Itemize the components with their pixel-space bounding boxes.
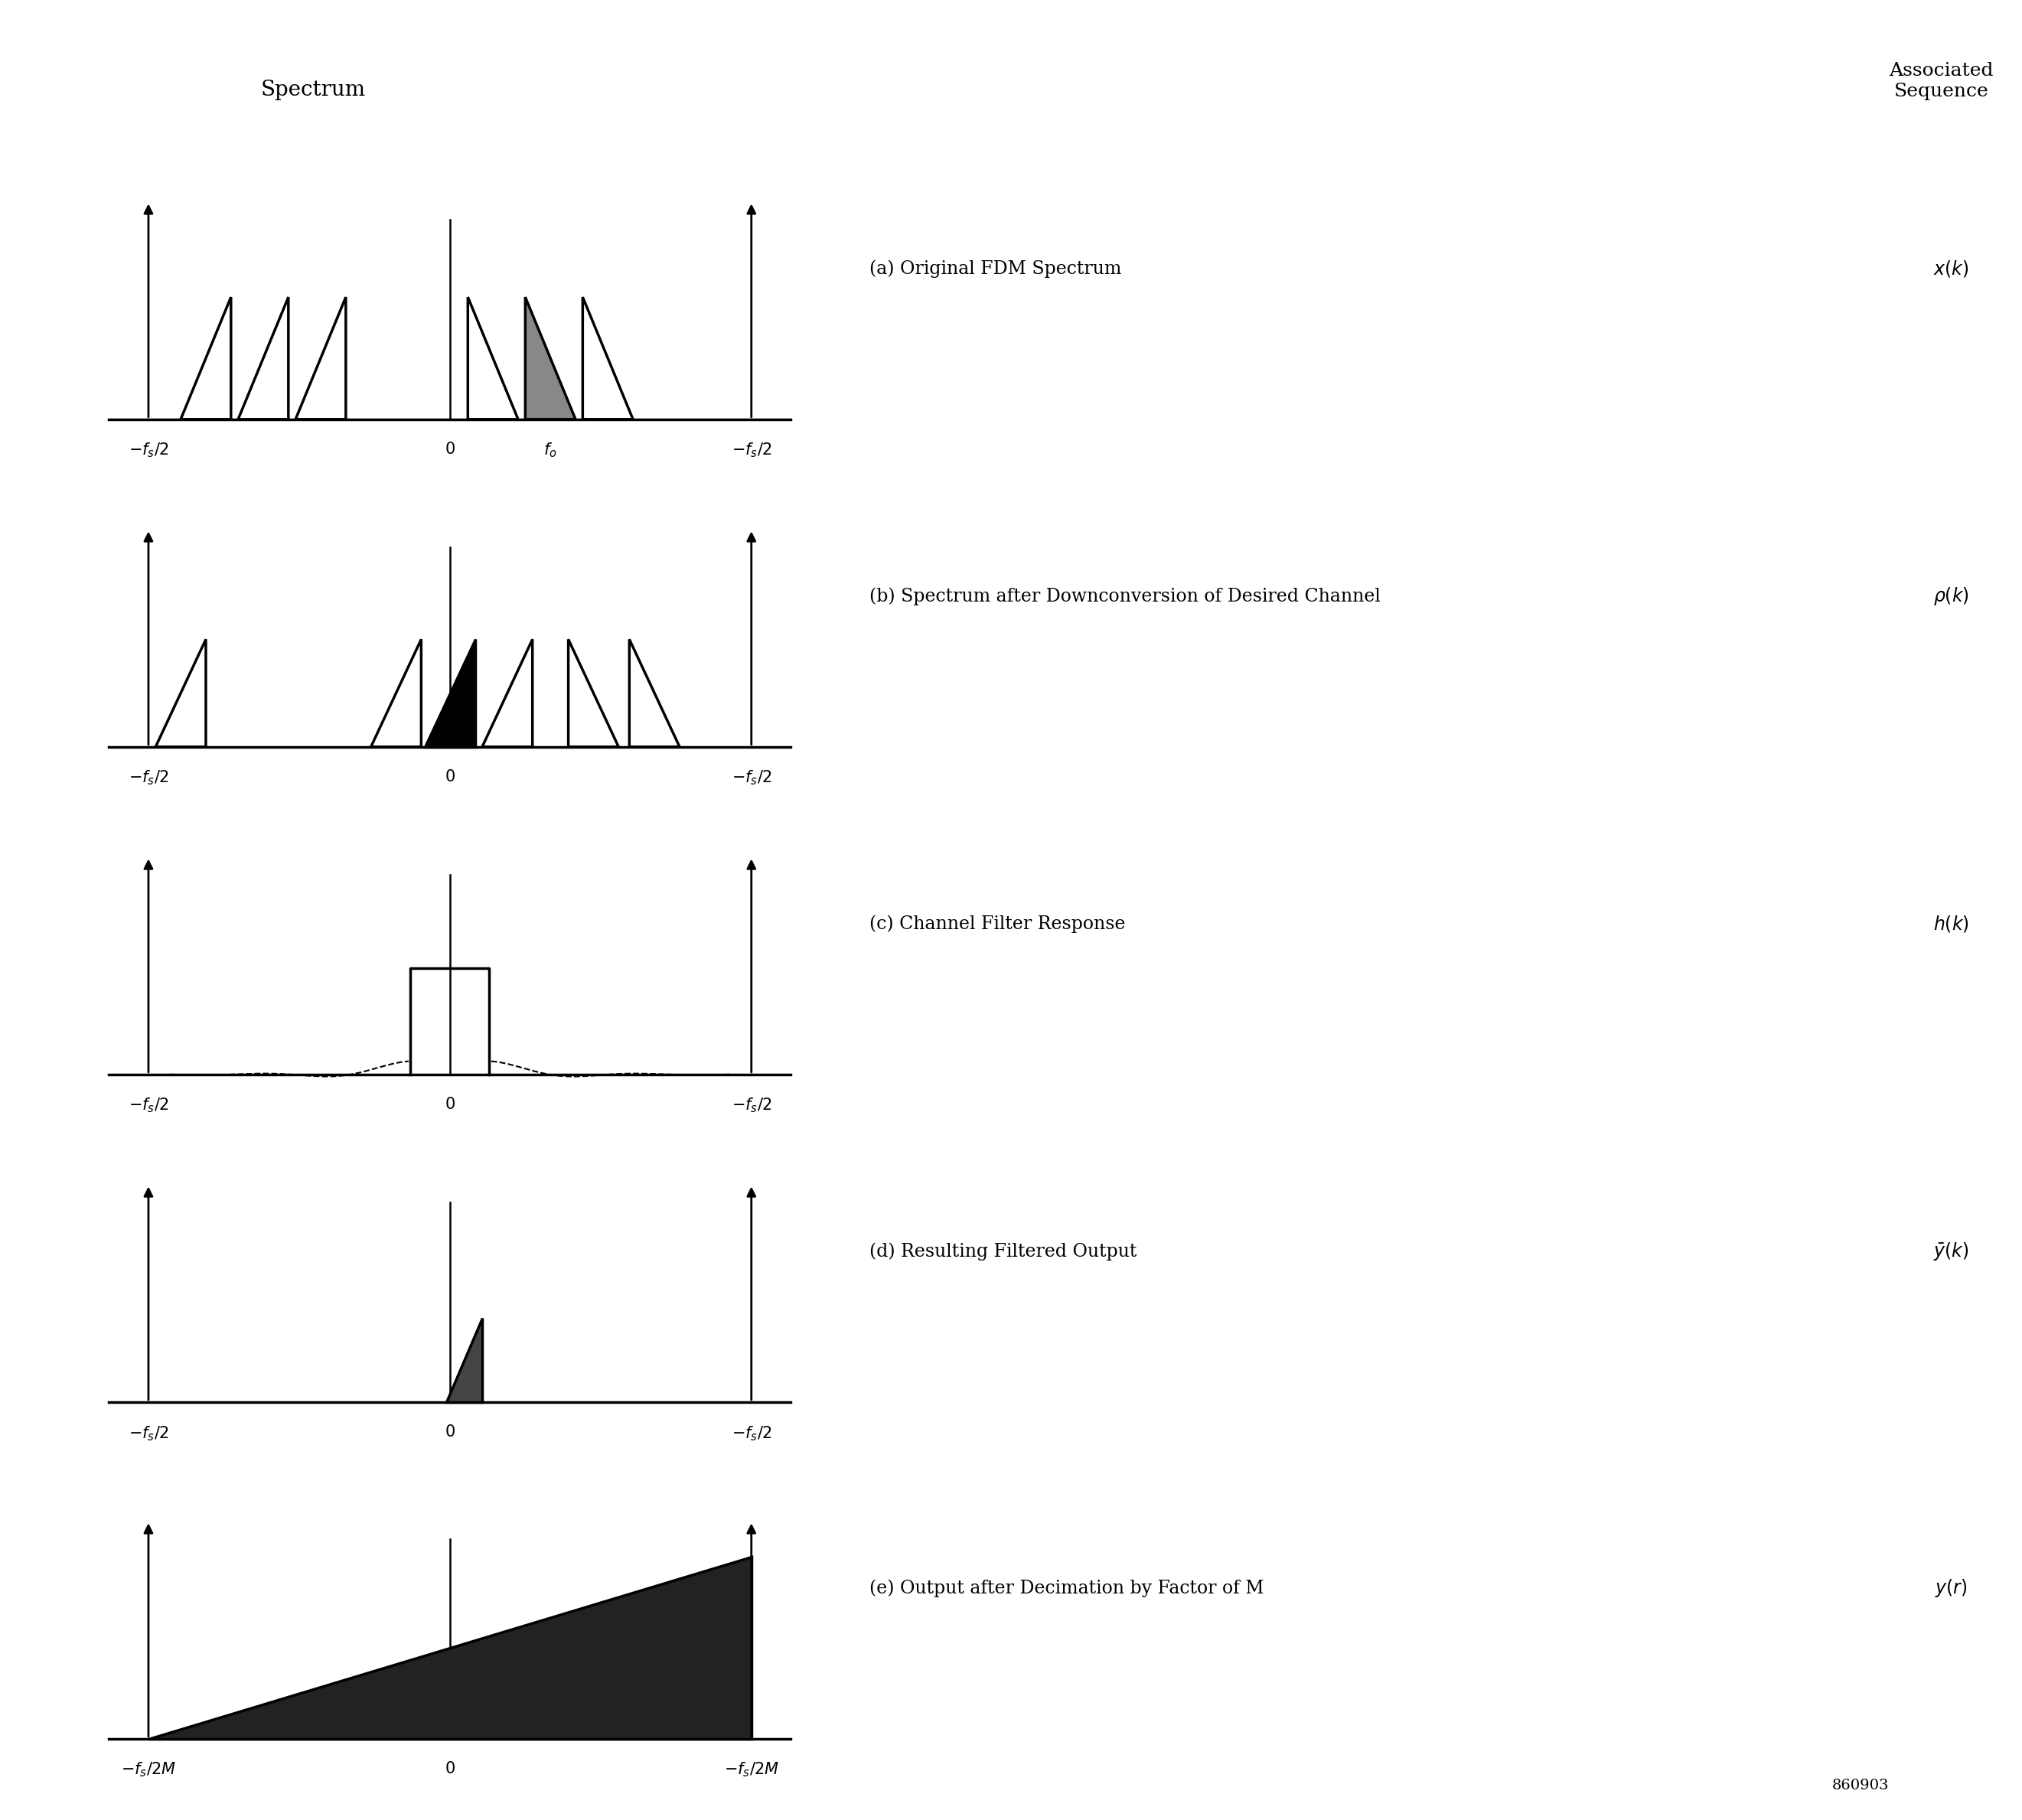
Text: $-f_s/2$: $-f_s/2$ xyxy=(127,1097,168,1114)
Text: $-f_s/2$: $-f_s/2$ xyxy=(732,770,772,786)
Text: $-f_s/2M$: $-f_s/2M$ xyxy=(724,1762,778,1778)
Polygon shape xyxy=(447,1318,481,1401)
Text: (c) Channel Filter Response: (c) Channel Filter Response xyxy=(869,915,1126,932)
Text: (e) Output after Decimation by Factor of M: (e) Output after Decimation by Factor of… xyxy=(869,1580,1264,1596)
Polygon shape xyxy=(526,297,576,419)
Text: (a) Original FDM Spectrum: (a) Original FDM Spectrum xyxy=(869,260,1122,277)
Text: $x(k)$: $x(k)$ xyxy=(1933,258,1969,278)
Text: $\bar{y}(k)$: $\bar{y}(k)$ xyxy=(1933,1241,1969,1261)
Text: $f_o$: $f_o$ xyxy=(544,442,558,459)
Text: $0$: $0$ xyxy=(445,1762,455,1776)
Text: $-f_s/2$: $-f_s/2$ xyxy=(732,1097,772,1114)
Text: $0$: $0$ xyxy=(445,1425,455,1440)
Polygon shape xyxy=(148,1556,752,1738)
Text: Associated
Sequence: Associated Sequence xyxy=(1889,62,1994,100)
Text: $0$: $0$ xyxy=(445,1097,455,1112)
Text: $-f_s/2M$: $-f_s/2M$ xyxy=(121,1762,176,1778)
Text: $y(r)$: $y(r)$ xyxy=(1935,1578,1967,1598)
Text: $0$: $0$ xyxy=(445,770,455,784)
Text: $-f_s/2$: $-f_s/2$ xyxy=(127,442,168,459)
Text: $-f_s/2$: $-f_s/2$ xyxy=(127,1425,168,1441)
Text: (d) Resulting Filtered Output: (d) Resulting Filtered Output xyxy=(869,1243,1136,1259)
Text: $-f_s/2$: $-f_s/2$ xyxy=(732,1425,772,1441)
Text: (b) Spectrum after Downconversion of Desired Channel: (b) Spectrum after Downconversion of Des… xyxy=(869,588,1381,604)
Text: $-f_s/2$: $-f_s/2$ xyxy=(127,770,168,786)
Text: $h(k)$: $h(k)$ xyxy=(1933,914,1969,934)
Text: $0$: $0$ xyxy=(445,442,455,457)
Polygon shape xyxy=(425,639,475,746)
Text: Spectrum: Spectrum xyxy=(261,80,366,100)
Text: 860903: 860903 xyxy=(1832,1778,1889,1793)
Text: $-f_s/2$: $-f_s/2$ xyxy=(732,442,772,459)
Text: $\rho(k)$: $\rho(k)$ xyxy=(1933,586,1969,606)
